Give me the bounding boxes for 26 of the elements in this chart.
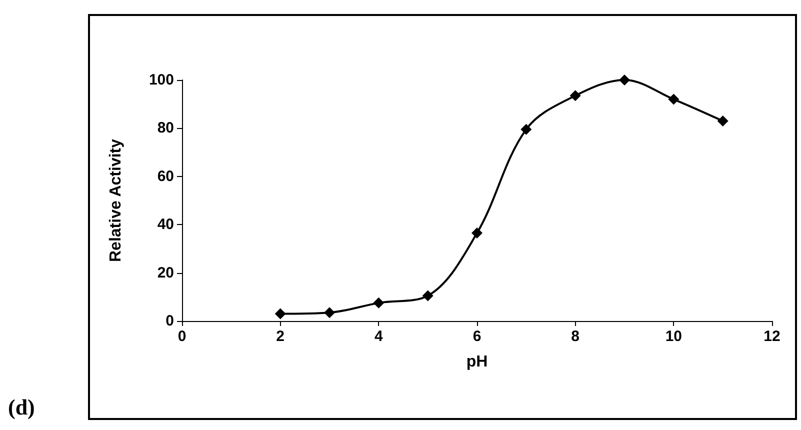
y-tick-label: 0	[166, 312, 174, 330]
point	[668, 94, 680, 105]
point	[570, 90, 581, 102]
x-tick-label: 0	[178, 328, 186, 345]
y-tick-label: 100	[148, 72, 174, 88]
y-tick-label: 40	[157, 216, 174, 234]
point	[422, 290, 434, 302]
x-tick-label: 6	[472, 328, 482, 345]
point	[274, 308, 286, 320]
x-tick-label: 4	[374, 328, 384, 345]
x-tick-label: 2	[276, 328, 285, 345]
text: (d)	[8, 394, 35, 420]
point	[717, 115, 728, 126]
x-axis-title: pH	[466, 354, 488, 370]
y-tick-label: 60	[157, 168, 174, 185]
x-tick-label: 8	[571, 328, 580, 345]
point	[373, 297, 384, 308]
x-tick-label: 12	[764, 328, 780, 345]
x-tick-label: 10	[665, 328, 682, 345]
y-axis-title: Relative Activity	[108, 138, 124, 262]
point	[324, 307, 335, 318]
point	[619, 74, 630, 86]
point	[472, 228, 482, 239]
y-tick-label: 20	[157, 264, 174, 282]
y-tick-label: 80	[157, 120, 174, 137]
point	[520, 124, 532, 135]
